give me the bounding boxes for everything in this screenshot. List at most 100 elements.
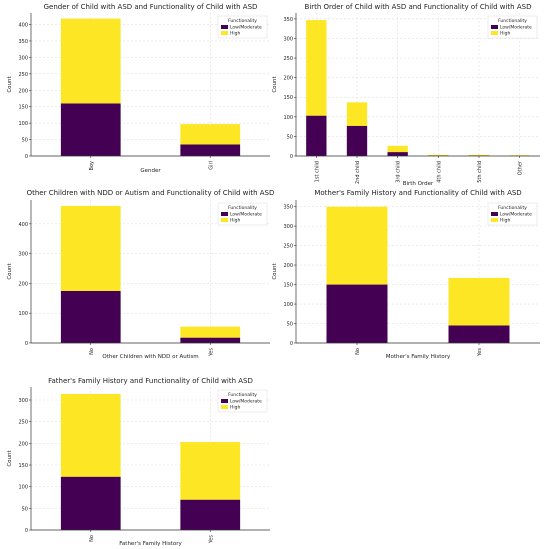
y-tick-label: 300	[18, 398, 28, 404]
y-axis-label: Count	[7, 449, 13, 466]
x-axis-label: Gender	[140, 168, 161, 174]
chart-title: Other Children with NDD or Autism and Fu…	[27, 189, 275, 197]
y-tick-label: 50	[22, 138, 28, 144]
chart-title: Father's Family History and Functionalit…	[48, 377, 253, 385]
legend-box	[217, 202, 268, 226]
legend-box	[217, 389, 268, 413]
x-tick-label: Yes	[477, 348, 483, 357]
y-tick-label: 50	[287, 322, 293, 328]
legend-swatch-low-moderate	[221, 25, 228, 29]
y-tick-label: 150	[283, 283, 293, 289]
x-tick-label: 4th child	[436, 161, 442, 183]
bar-high-2	[387, 145, 408, 153]
bar-high-0	[60, 393, 121, 477]
y-tick-label: 400	[18, 23, 28, 29]
legend-label: Low/Moderate	[500, 25, 532, 31]
chart-title: Birth Order of Child with ASD and Functi…	[305, 3, 532, 11]
bar-high-1	[346, 102, 368, 126]
legend-label: Low/Moderate	[230, 399, 262, 405]
legend-box	[217, 15, 268, 39]
x-tick-label: 3rd child	[396, 161, 402, 183]
y-axis-label: Count	[7, 75, 13, 92]
y-tick-label: 100	[18, 485, 28, 491]
legend-swatch-high	[491, 31, 498, 35]
legend-swatch-high	[491, 218, 498, 222]
x-axis-label: Other Children with NDD or Autism	[102, 354, 198, 360]
bar-high-4	[468, 154, 490, 156]
chart-panel-5: 0 50 100 150 200 250 300 No Yes Father's Family H…	[7, 377, 270, 547]
bar-low-moderate-1	[180, 499, 241, 530]
y-tick-label: 0	[290, 341, 293, 347]
legend-swatch-low-moderate	[491, 25, 498, 29]
bar-low-moderate-0	[60, 476, 121, 530]
chart-panel-1: 0 50 100 150 200 250 300 350 400 Boy Girl Gender of…	[7, 3, 270, 174]
legend-swatch-low-moderate	[221, 212, 228, 216]
x-tick-label: No	[89, 535, 95, 542]
y-tick-label: 200	[283, 263, 293, 269]
x-axis-label: Mother's Family History	[386, 354, 451, 360]
y-tick-label: 200	[283, 76, 293, 82]
y-tick-label: 350	[18, 39, 28, 45]
bar-low-moderate-1	[180, 337, 241, 343]
y-tick-label: 300	[283, 224, 293, 230]
y-tick-label: 300	[18, 55, 28, 61]
x-tick-label: Boy	[89, 161, 95, 170]
y-tick-label: 50	[287, 134, 293, 140]
chart-panel-2: 0 50 100 150 200 250 300 350 1st child 2nd child 3…	[272, 3, 540, 187]
y-axis-label: Count	[272, 75, 278, 92]
bar-high-1	[448, 277, 510, 326]
legend-label: Low/Moderate	[230, 25, 262, 31]
chart-title: Mother's Family History and Functionalit…	[314, 189, 521, 197]
bar-high-1	[180, 124, 241, 145]
x-tick-label: No	[355, 348, 361, 355]
bar-low-moderate-2	[387, 152, 408, 156]
legend-title: Functionality	[228, 18, 257, 24]
x-tick-label: No	[89, 348, 95, 355]
y-tick-label: 50	[22, 506, 28, 512]
legend-label: High	[230, 31, 240, 37]
bar-high-5	[509, 155, 530, 156]
bar-high-0	[326, 206, 388, 285]
y-tick-label: 250	[18, 420, 28, 426]
legend-title: Functionality	[228, 205, 257, 211]
y-tick-label: 100	[283, 302, 293, 308]
y-tick-label: 100	[18, 311, 28, 317]
x-tick-label: 2nd child	[355, 161, 361, 184]
chart-title: Gender of Child with ASD and Functionali…	[44, 3, 258, 11]
y-tick-label: 250	[283, 56, 293, 62]
legend-label: Low/Moderate	[230, 212, 262, 218]
chart-panel-3: 0 100 200 300 400 No Yes Other Children with ND…	[7, 189, 274, 360]
legend-title: Functionality	[498, 18, 527, 24]
bar-low-moderate-0	[60, 290, 121, 343]
y-tick-label: 0	[25, 154, 28, 160]
bar-high-0	[306, 20, 327, 116]
x-tick-label: Yes	[208, 535, 214, 544]
legend-swatch-high	[221, 218, 228, 222]
legend-swatch-high	[221, 405, 228, 409]
x-tick-label: Yes	[208, 348, 214, 357]
y-tick-label: 300	[283, 36, 293, 42]
y-tick-label: 200	[18, 281, 28, 287]
bar-high-3	[428, 154, 449, 156]
bar-low-moderate-0	[306, 115, 327, 156]
x-tick-label: 5th child	[477, 161, 483, 183]
y-tick-label: 150	[18, 463, 28, 469]
y-tick-label: 300	[18, 252, 28, 258]
y-tick-label: 100	[283, 115, 293, 121]
legend-label: High	[500, 218, 510, 224]
y-tick-label: 0	[25, 341, 28, 347]
y-axis-label: Count	[7, 262, 13, 279]
x-axis-label: Father's Family History	[119, 541, 182, 547]
chart-panel-4: 0 50 100 150 200 250 300 350 No Yes Mother's Famil…	[272, 189, 540, 360]
y-tick-label: 0	[290, 154, 293, 160]
y-tick-label: 350	[283, 205, 293, 211]
y-tick-label: 350	[283, 17, 293, 23]
bar-low-moderate-1	[448, 325, 510, 343]
y-axis-label: Count	[272, 262, 278, 279]
x-tick-label: 1st child	[314, 161, 320, 182]
bar-high-1	[180, 442, 241, 500]
